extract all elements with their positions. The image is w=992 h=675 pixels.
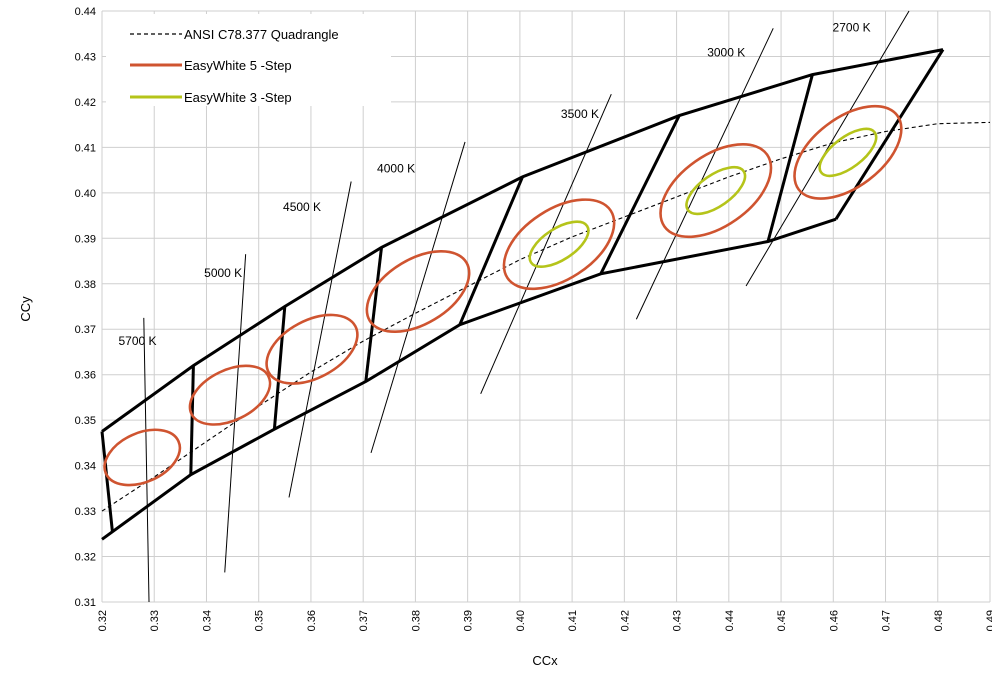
plot-area: 5700 K 5000 K 4500 K 4000 K 3500 K 3000 K 2700… xyxy=(100,10,991,603)
y-tick-label: 0.40 xyxy=(75,188,96,200)
x-tick-label: 0.35 xyxy=(254,610,266,631)
x-tick-label: 0.37 xyxy=(358,610,370,631)
cct-line xyxy=(370,141,466,454)
x-tick-label: 0.44 xyxy=(724,610,736,631)
y-tick-label: 0.42 xyxy=(75,97,96,109)
cct-label: 5700 K xyxy=(118,334,156,348)
quadrangle-lower-boundary xyxy=(101,217,837,541)
x-tick-label: 0.39 xyxy=(463,610,475,631)
x-axis-ticks: 0.32 0.33 0.34 0.35 0.36 0.37 0.38 0.39 0.40 0.41… xyxy=(97,610,992,631)
cct-line xyxy=(224,254,247,573)
x-tick-label: 0.32 xyxy=(97,610,109,631)
quadrangle-bin-edge xyxy=(458,176,524,326)
cct-label: 3500 K xyxy=(561,107,599,121)
ellipse-3step xyxy=(528,220,590,268)
cct-line xyxy=(288,181,352,498)
y-tick-label: 0.43 xyxy=(75,51,96,63)
x-tick-label: 0.41 xyxy=(567,610,579,631)
ellipse-5step xyxy=(793,104,903,200)
y-axis-label: CCy xyxy=(18,296,33,322)
y-tick-label: 0.37 xyxy=(75,324,96,336)
y-tick-label: 0.34 xyxy=(75,461,96,473)
y-tick-label: 0.41 xyxy=(75,142,96,154)
cct-label: 3000 K xyxy=(707,45,745,59)
ellipse-5step xyxy=(265,313,359,385)
legend-label-5step: EasyWhite 5 -Step xyxy=(184,58,292,73)
y-tick-label: 0.39 xyxy=(75,233,96,245)
quadrangle-upper-boundary xyxy=(101,48,944,433)
ellipse-5step xyxy=(659,143,773,239)
legend-label-quadrangle: ANSI C78.377 Quadrangle xyxy=(184,27,339,42)
x-axis-label: CCx xyxy=(532,653,558,668)
legend-label-3step: EasyWhite 3 -Step xyxy=(184,90,292,105)
x-tick-label: 0.36 xyxy=(306,610,318,631)
quadrangle-bin-edge xyxy=(599,114,681,275)
y-tick-label: 0.44 xyxy=(75,6,96,18)
cct-line xyxy=(635,28,774,320)
x-tick-label: 0.42 xyxy=(619,610,631,631)
x-tick-label: 0.45 xyxy=(776,610,788,631)
quadrangle-bin-edge xyxy=(272,306,287,430)
quadrangle-bin-edge xyxy=(364,247,383,382)
y-tick-label: 0.33 xyxy=(75,506,96,518)
y-axis-ticks: 0.31 0.32 0.33 0.34 0.35 0.36 0.37 0.38 0.39 0.40… xyxy=(75,6,96,609)
x-tick-label: 0.47 xyxy=(881,610,893,631)
y-tick-label: 0.36 xyxy=(75,370,96,382)
x-tick-label: 0.48 xyxy=(933,610,945,631)
x-tick-label: 0.33 xyxy=(149,610,161,631)
ellipse-5step xyxy=(502,198,616,291)
cct-label: 4000 K xyxy=(377,161,415,175)
quadrangle-bin-edge xyxy=(766,74,814,242)
y-tick-label: 0.31 xyxy=(75,597,96,609)
ellipse-5step xyxy=(365,250,471,333)
x-tick-label: 0.40 xyxy=(515,610,527,631)
grid xyxy=(101,10,991,603)
y-tick-label: 0.38 xyxy=(75,279,96,291)
x-tick-label: 0.46 xyxy=(828,610,840,631)
y-tick-label: 0.35 xyxy=(75,415,96,427)
ellipse-5step xyxy=(188,364,272,426)
x-tick-label: 0.43 xyxy=(672,610,684,631)
cct-label: 2700 K xyxy=(833,20,871,34)
cct-label: 5000 K xyxy=(204,266,242,280)
y-tick-label: 0.32 xyxy=(75,552,96,564)
x-tick-label: 0.34 xyxy=(201,610,213,631)
cct-label: 4500 K xyxy=(283,200,321,214)
ellipse-5step xyxy=(103,428,182,487)
x-tick-label: 0.49 xyxy=(985,610,992,631)
ellipse-3step xyxy=(685,165,747,216)
quadrangle-bin-edge xyxy=(100,431,114,532)
cct-line xyxy=(480,93,612,394)
legend: ANSI C78.377 Quadrangle EasyWhite 5 -Ste… xyxy=(106,14,391,106)
x-tick-label: 0.38 xyxy=(410,610,422,631)
quadrangle-bin-edge xyxy=(189,365,195,475)
cct-line xyxy=(143,317,150,603)
legend-box xyxy=(106,14,391,106)
ellipse-3step xyxy=(818,127,878,178)
